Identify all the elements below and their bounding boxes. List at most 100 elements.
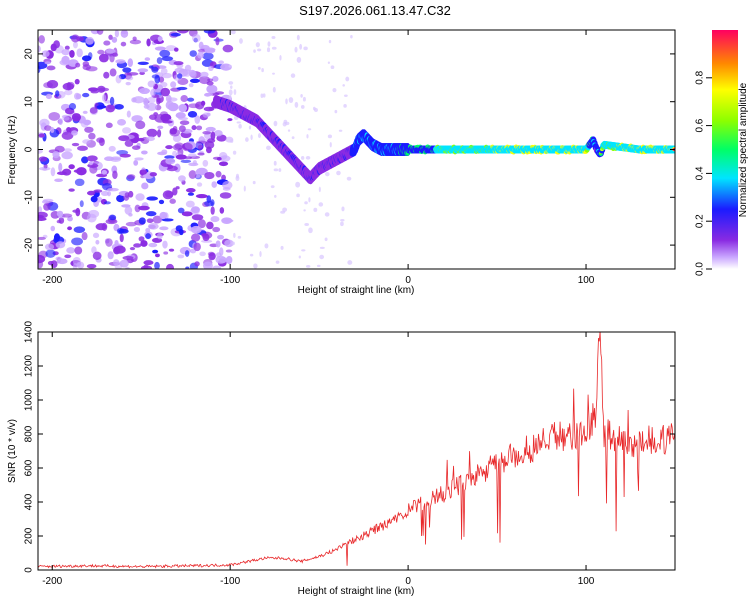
heatmap-cell — [178, 103, 188, 113]
heatmap-cell — [98, 53, 109, 63]
heatmap-cell — [103, 201, 111, 205]
heatmap-cell — [211, 181, 218, 188]
heatmap-cell — [38, 211, 48, 219]
heatmap-cell — [43, 202, 51, 211]
heatmap-cell — [76, 262, 82, 268]
colorbar-tick-label: 0.6 — [695, 118, 706, 132]
heatmap-cell — [141, 150, 148, 155]
heatmap-cell — [50, 225, 56, 232]
heatmap-cell — [68, 164, 75, 170]
heatmap-cell — [61, 131, 74, 140]
heatmap-cell — [133, 159, 139, 166]
heatmap-cell — [195, 193, 208, 199]
heatmap-cell — [122, 255, 134, 260]
heatmap-cell — [219, 192, 232, 199]
heatmap-cell — [55, 90, 60, 97]
heatmap-cell — [118, 135, 130, 142]
heatmap-cell — [208, 106, 214, 111]
heatmap-cell — [237, 235, 242, 239]
heatmap-cell — [56, 258, 68, 265]
heatmap-cell — [312, 106, 316, 111]
heatmap-cell — [266, 145, 271, 151]
heatmap-cell — [165, 45, 177, 52]
heatmap-cell — [318, 202, 324, 207]
heatmap-cell — [228, 89, 233, 96]
heatmap-cell — [114, 30, 120, 38]
heatmap-cell — [296, 34, 300, 41]
heatmap-cell — [105, 218, 118, 225]
heatmap-cell — [104, 156, 115, 162]
heatmap-cell — [176, 73, 183, 79]
heatmap-cell — [126, 72, 139, 76]
heatmap-cell — [282, 207, 288, 212]
heatmap-cell — [38, 236, 46, 240]
heatmap-cell — [262, 93, 266, 98]
heatmap-cell — [75, 93, 82, 100]
heatmap-cell — [178, 175, 186, 182]
heatmap-cell — [143, 260, 154, 266]
heatmap-cell — [56, 171, 67, 176]
heatmap-cell — [215, 36, 220, 46]
heatmap-cell — [164, 155, 175, 160]
heatmap-cell — [138, 236, 145, 242]
snr-line — [38, 332, 675, 569]
heatmap-cell — [93, 189, 103, 193]
heatmap-cell — [257, 48, 262, 52]
spectrogram-frame — [37, 29, 676, 270]
heatmap-cell — [207, 78, 214, 82]
heatmap-cell — [255, 42, 260, 48]
heatmap-cell — [168, 248, 175, 252]
heatmap-cell — [191, 206, 200, 214]
colorbar-tick-label: 0.2 — [695, 214, 706, 228]
colorbar: 0.0 0.2 0.4 0.6 0.8 Normalized spectral ampl… — [695, 30, 749, 276]
heatmap-cell — [218, 161, 229, 167]
heatmap-cell — [345, 76, 350, 82]
heatmap-cell — [154, 46, 166, 51]
heatmap-cell — [41, 200, 49, 204]
heatmap-cell — [204, 92, 214, 97]
heatmap-cell — [44, 125, 52, 131]
heatmap-cell — [38, 259, 44, 269]
heatmap-cell — [202, 159, 209, 167]
heatmap-cell — [175, 186, 180, 190]
heatmap-cell — [87, 52, 93, 60]
heatmap-cell — [90, 195, 98, 203]
heatmap-cell — [347, 260, 353, 265]
heatmap-cell — [221, 174, 226, 181]
heatmap-cell — [121, 127, 132, 134]
x-tick-label: 0 — [405, 275, 411, 286]
heatmap-cell — [308, 227, 313, 234]
heatmap-cell — [135, 120, 146, 130]
heatmap-cell — [188, 162, 199, 167]
heatmap-cell — [206, 221, 214, 230]
heatmap-cell — [129, 39, 142, 45]
heatmap-cell — [270, 185, 275, 189]
heatmap-cell — [122, 67, 132, 73]
heatmap-cell — [162, 190, 174, 200]
heatmap-cell — [179, 228, 184, 236]
heatmap-cell — [52, 151, 60, 159]
heatmap-cell — [127, 58, 133, 68]
heatmap-cell — [175, 112, 186, 119]
heatmap-cell — [280, 245, 284, 250]
spectrogram-y-label: Frequency (Hz) — [7, 116, 18, 185]
heatmap-cell — [189, 78, 200, 84]
heatmap-cell — [160, 87, 171, 97]
heatmap-cell — [163, 251, 169, 255]
heatmap-cell — [97, 49, 105, 55]
heatmap-cell — [145, 211, 157, 217]
heatmap-cell — [66, 127, 72, 133]
heatmap-cell — [305, 156, 311, 160]
heatmap-cell — [200, 71, 209, 78]
heatmap-cell — [343, 94, 348, 98]
heatmap-cell — [74, 178, 85, 187]
heatmap-cell — [42, 167, 48, 171]
heatmap-cell — [165, 145, 173, 150]
heatmap-cell — [156, 232, 163, 240]
y-tick-label: 1000 — [24, 388, 35, 411]
heatmap-cell — [105, 238, 113, 247]
heatmap-cell — [155, 253, 160, 258]
heatmap-cell — [151, 66, 159, 73]
heatmap-cell — [116, 227, 125, 235]
